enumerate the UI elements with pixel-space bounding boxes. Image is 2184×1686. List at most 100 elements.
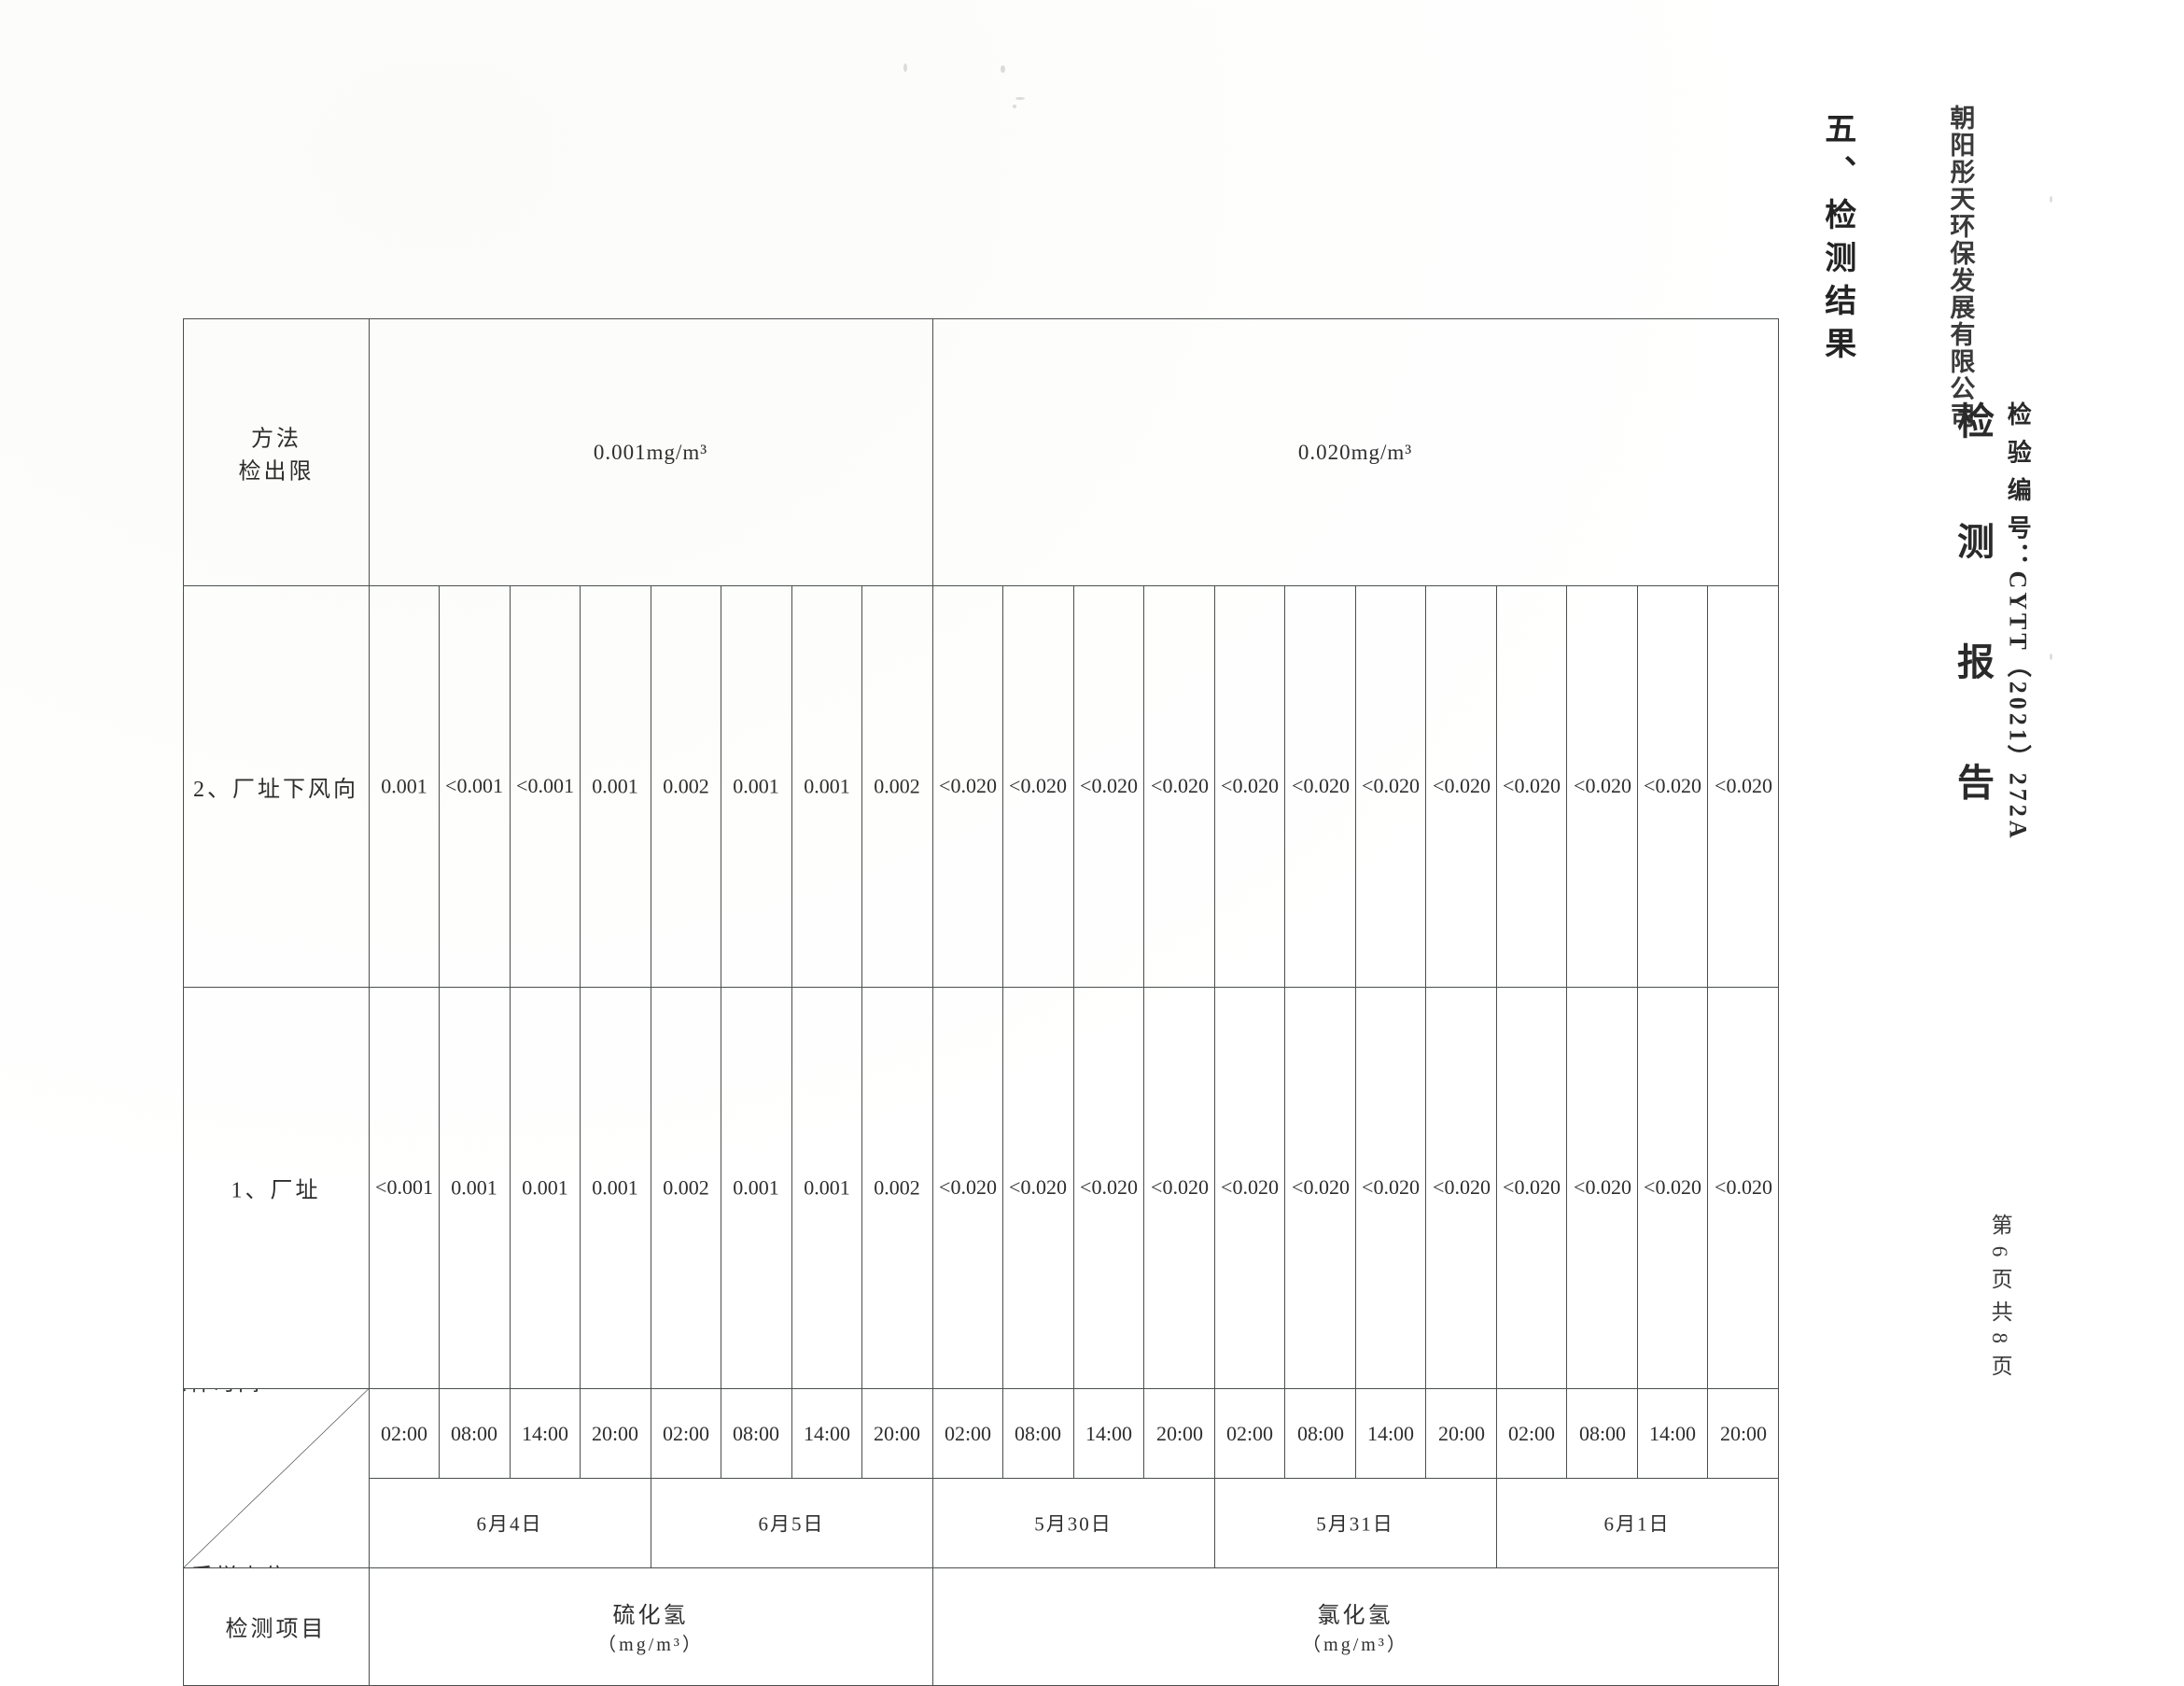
cell-value-point-2: <0.020 [1425, 585, 1497, 988]
value-point-1-text: 0.001 [451, 1175, 498, 1200]
value-point-2-text: <0.020 [1432, 774, 1491, 798]
cell-detection-limit: 0.001mg/m³ [369, 318, 933, 586]
value-point-1-text: <0.020 [1503, 1175, 1561, 1200]
value-point-2-text: <0.020 [1291, 774, 1350, 798]
value-point-2-text: 0.002 [663, 774, 709, 798]
cell-sample-time: 14:00 [510, 1388, 581, 1479]
cell-sample-time: 14:00 [1637, 1388, 1708, 1479]
value-point-2-text: 0.001 [733, 774, 780, 798]
sample-time-text: 14:00 [1366, 1421, 1415, 1445]
header-point-1-label: 1、厂址 [231, 1179, 321, 1203]
value-point-1-text: 0.001 [804, 1175, 850, 1200]
table-row: 氯化氢 （mg/m³） 5月30日 02:00 <0.020 <0.020 0.020mg/… [932, 318, 1779, 1686]
detection-limit-text: 0.020mg/m³ [1298, 440, 1413, 464]
value-point-2-text: <0.020 [1362, 774, 1421, 798]
value-point-1-text: <0.020 [1221, 1175, 1279, 1200]
cell-sample-time: 20:00 [1425, 1388, 1497, 1479]
header-sample-time-label: 采样时间 [184, 1389, 262, 1398]
cell-sample-date: 6月4日 [369, 1478, 651, 1568]
sample-time-text: 02:00 [380, 1421, 427, 1445]
cell-item-name: 硫化氢 （mg/m³） [369, 1567, 933, 1686]
cell-sample-time: 02:00 [1214, 1388, 1285, 1479]
scan-speck [1001, 65, 1005, 73]
cell-sample-time: 02:00 [1496, 1388, 1567, 1479]
sample-time-text: 14:00 [521, 1421, 568, 1445]
sample-date-text: 5月30日 [1034, 1512, 1113, 1536]
header-point-2: 2、厂址下风向 [183, 585, 370, 988]
section-heading: 五、检测结果 [1819, 112, 1855, 370]
value-point-1-text: <0.020 [1362, 1175, 1421, 1200]
header-point-2-label: 2、厂址下风向 [193, 778, 359, 802]
results-table: 检测项目采样点位采样时间1、厂址2、厂址下风向方法检出限硫化氢（mg/m³）6月… [183, 318, 1779, 1686]
report-title-text: 检 测 报 告 [1952, 401, 1994, 821]
detection-limit-text: 0.001mg/m³ [593, 440, 708, 464]
cell-value-point-2: 0.002 [651, 585, 721, 988]
header-method-line2: 检出限 [238, 459, 315, 485]
section-heading-text: 五、检测结果 [1819, 112, 1855, 370]
cell-value-point-2: <0.020 [1355, 585, 1426, 988]
cell-value-point-1: 0.002 [651, 987, 721, 1389]
page-indicator-text: 第 6 页 共 8 页 [1988, 1214, 2012, 1379]
cell-value-point-1: <0.020 [1637, 987, 1708, 1389]
cell-sample-time: 20:00 [861, 1388, 933, 1479]
value-point-2-text: 0.002 [874, 774, 921, 798]
cell-value-point-1: <0.020 [1707, 987, 1779, 1389]
item-name-text: 氯化氢 （mg/m³） [1303, 1597, 1409, 1657]
cell-value-point-2: 0.002 [861, 585, 933, 988]
sample-time-text: 08:00 [451, 1421, 498, 1445]
value-point-2-text: <0.020 [1644, 774, 1702, 798]
cell-sample-time: 08:00 [721, 1388, 792, 1479]
sample-time-text: 08:00 [1296, 1421, 1344, 1445]
cell-value-point-1: <0.020 [1566, 987, 1638, 1389]
cell-value-point-1: <0.020 [1143, 987, 1215, 1389]
value-point-1-text: <0.020 [1009, 1175, 1068, 1200]
cell-sample-time: 08:00 [439, 1388, 511, 1479]
cell-sample-date: 6月1日 [1496, 1478, 1779, 1568]
cell-value-point-1: <0.001 [369, 987, 440, 1389]
cell-sample-time: 20:00 [580, 1388, 651, 1479]
cell-sample-time: 02:00 [651, 1388, 721, 1479]
item-unit: （mg/m³） [1302, 1635, 1409, 1656]
header-point-1: 1、厂址 [183, 987, 370, 1389]
item-unit: （mg/m³） [597, 1635, 704, 1656]
sample-time-text: 02:00 [662, 1421, 709, 1445]
sample-time-text: 20:00 [1437, 1421, 1485, 1445]
cell-sample-time: 20:00 [1707, 1388, 1779, 1479]
cell-value-point-1: 0.001 [439, 987, 511, 1389]
cell-sample-time: 08:00 [1002, 1388, 1074, 1479]
sample-date-text: 5月31日 [1316, 1512, 1395, 1536]
value-point-2-text: <0.020 [1503, 774, 1561, 798]
value-point-1-text: <0.020 [938, 1175, 997, 1200]
report-title: 检 测 报 告 [1952, 401, 1994, 821]
cell-value-point-1: 0.001 [791, 987, 862, 1389]
sample-time-text: 14:00 [1085, 1421, 1133, 1445]
cell-item-name: 氯化氢 （mg/m³） [932, 1567, 1779, 1686]
cell-value-point-2: <0.020 [1637, 585, 1708, 988]
cell-value-point-1: <0.020 [1496, 987, 1567, 1389]
header-method-line1: 方法 [250, 427, 301, 452]
cell-value-point-1: <0.020 [932, 987, 1003, 1389]
sample-time-text: 20:00 [1155, 1421, 1203, 1445]
scan-speck [1013, 105, 1016, 108]
cell-sample-date: 5月31日 [1214, 1478, 1497, 1568]
value-point-2-text: <0.020 [1150, 774, 1209, 798]
cell-value-point-1: <0.020 [1002, 987, 1074, 1389]
value-point-1-text: 0.001 [592, 1175, 639, 1200]
table-row: 硫化氢 （mg/m³） 6月4日 02:00 <0.001 0.001 0.001mg/m³ [369, 318, 933, 1686]
header-item: 检测项目 [183, 1567, 370, 1686]
sample-time-text: 08:00 [1578, 1421, 1626, 1445]
scan-speck [903, 63, 907, 72]
results-table-rotor: 检测项目采样点位采样时间1、厂址2、厂址下风向方法检出限硫化氢（mg/m³）6月… [183, 318, 1779, 1686]
page-content: 朝阳彤天环保发展有限公司 检 测 报 告 检 验 编 号：CYTT（2021）2… [183, 105, 2031, 1686]
item-name: 硫化氢 [612, 1604, 689, 1629]
value-point-1-text: <0.020 [1080, 1175, 1138, 1200]
scan-speck [1015, 97, 1025, 100]
value-point-2-text: <0.020 [938, 774, 997, 798]
cell-value-point-1: 0.001 [580, 987, 651, 1389]
value-point-2-text: <0.020 [1714, 774, 1772, 798]
cell-sample-time: 14:00 [791, 1388, 862, 1479]
cell-value-point-2: 0.001 [580, 585, 651, 988]
page-indicator: 第 6 页 共 8 页 [1988, 1214, 2012, 1379]
cell-sample-date: 6月5日 [651, 1478, 933, 1568]
company-name-text: 朝阳彤天环保发展有限公司 [1946, 105, 1975, 429]
